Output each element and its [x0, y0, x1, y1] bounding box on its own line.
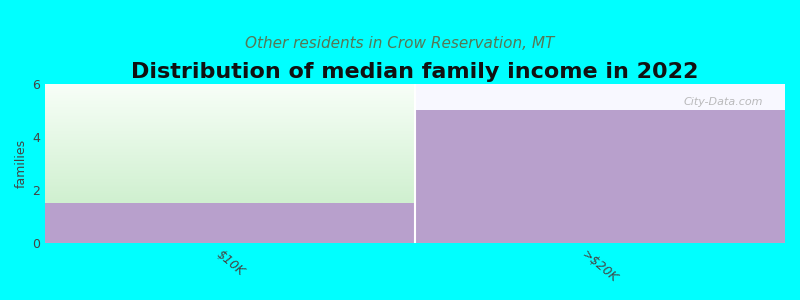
Y-axis label: families: families [15, 139, 28, 188]
Bar [45, 203, 415, 243]
Bar [415, 110, 785, 243]
Text: Other residents in Crow Reservation, MT: Other residents in Crow Reservation, MT [246, 36, 554, 51]
Title: Distribution of median family income in 2022: Distribution of median family income in … [131, 62, 698, 82]
Text: City-Data.com: City-Data.com [683, 97, 763, 107]
